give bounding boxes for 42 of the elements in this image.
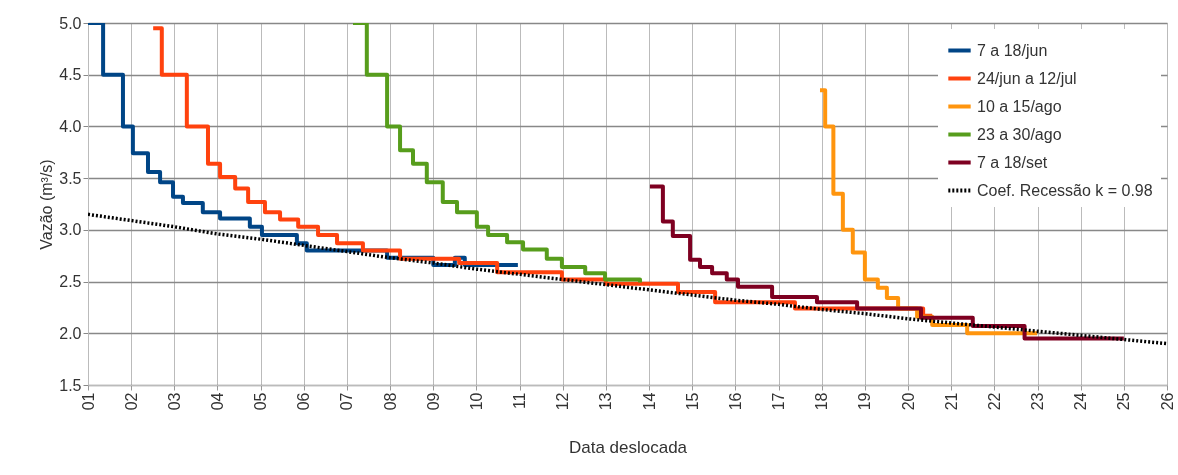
y-tick-label: 3.5 <box>59 169 82 187</box>
y-axis-title: Vazão (m³/s) <box>38 159 56 250</box>
x-tick-label: 15 <box>683 392 701 411</box>
x-tick-label: 25 <box>1115 392 1133 411</box>
x-tick-label: 09 <box>424 392 442 411</box>
x-tick-label: 02 <box>122 392 140 411</box>
x-tick-label: 20 <box>899 392 917 411</box>
y-tick-label: 3.0 <box>59 221 82 239</box>
x-tick-label: 22 <box>985 392 1003 411</box>
x-tick-label: 17 <box>770 392 788 411</box>
x-tick-label: 18 <box>813 392 831 411</box>
x-tick-label: 12 <box>554 392 572 411</box>
x-tick-label: 01 <box>79 392 97 411</box>
x-tick-label: 26 <box>1158 392 1176 411</box>
x-tick-label: 21 <box>942 392 960 411</box>
x-tick-label: 04 <box>208 392 226 411</box>
legend-label: 10 a 15/ago <box>977 97 1062 115</box>
x-tick-label: 11 <box>511 392 529 410</box>
x-tick-label: 03 <box>165 392 183 411</box>
x-tick-label: 16 <box>726 392 744 411</box>
y-tick-label: 5.0 <box>59 14 82 32</box>
y-tick-label: 4.5 <box>59 66 82 84</box>
x-tick-label: 05 <box>252 392 270 411</box>
x-tick-label: 14 <box>640 392 658 411</box>
y-tick-label: 4.0 <box>59 117 82 135</box>
x-tick-label: 06 <box>295 392 313 411</box>
x-tick-label: 23 <box>1029 392 1047 411</box>
x-tick-label: 24 <box>1072 392 1090 411</box>
x-tick-label: 13 <box>597 392 615 411</box>
y-tick-label: 2.0 <box>59 324 82 342</box>
x-tick-label: 07 <box>338 392 356 411</box>
x-axis-title: Data deslocada <box>568 438 688 458</box>
legend-label: 7 a 18/set <box>977 153 1048 171</box>
x-tick-label: 08 <box>381 392 399 411</box>
x-tick-label: 19 <box>856 392 874 411</box>
x-tick-label: 10 <box>467 392 485 411</box>
legend-label: 24/jun a 12/jul <box>977 69 1077 87</box>
y-tick-label: 2.5 <box>59 273 82 291</box>
y-tick-label: 1.5 <box>59 376 82 394</box>
legend-label: 23 a 30/ago <box>977 125 1062 143</box>
legend-label: Coef. Recessão k = 0.98 <box>977 181 1153 199</box>
legend-label: 7 a 18/jun <box>977 41 1048 59</box>
